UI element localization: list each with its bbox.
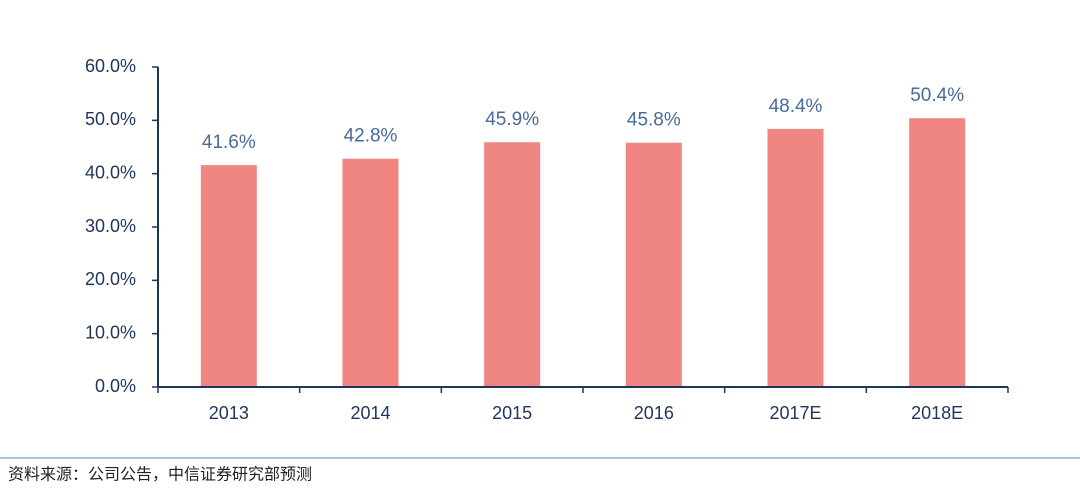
x-tick-label: 2014 <box>350 403 390 423</box>
value-label: 45.8% <box>627 110 681 131</box>
y-tick-label: 10.0% <box>85 322 136 342</box>
x-tick-label: 2015 <box>492 403 532 423</box>
bar <box>767 128 824 387</box>
bar <box>200 165 257 387</box>
y-tick-label: 50.0% <box>85 109 136 129</box>
bar <box>625 142 682 387</box>
y-tick-label: 0.0% <box>95 376 136 396</box>
x-tick-label: 2018E <box>911 403 963 423</box>
bar <box>909 118 966 387</box>
value-label: 42.8% <box>344 126 398 147</box>
source-note: 资料来源：公司公告，中信证券研究部预测 <box>8 465 312 484</box>
y-tick-label: 30.0% <box>85 216 136 236</box>
x-tick-label: 2016 <box>634 403 674 423</box>
value-label: 48.4% <box>769 96 823 117</box>
y-tick-label: 60.0% <box>85 56 136 76</box>
x-tick-label: 2013 <box>209 403 249 423</box>
value-label: 50.4% <box>910 85 964 106</box>
y-tick-label: 20.0% <box>85 269 136 289</box>
value-label: 45.9% <box>485 109 539 130</box>
x-tick-label: 2017E <box>769 403 821 423</box>
value-label: 41.6% <box>202 132 256 153</box>
y-tick-label: 40.0% <box>85 162 136 182</box>
bar <box>484 142 541 387</box>
bar <box>342 158 399 387</box>
